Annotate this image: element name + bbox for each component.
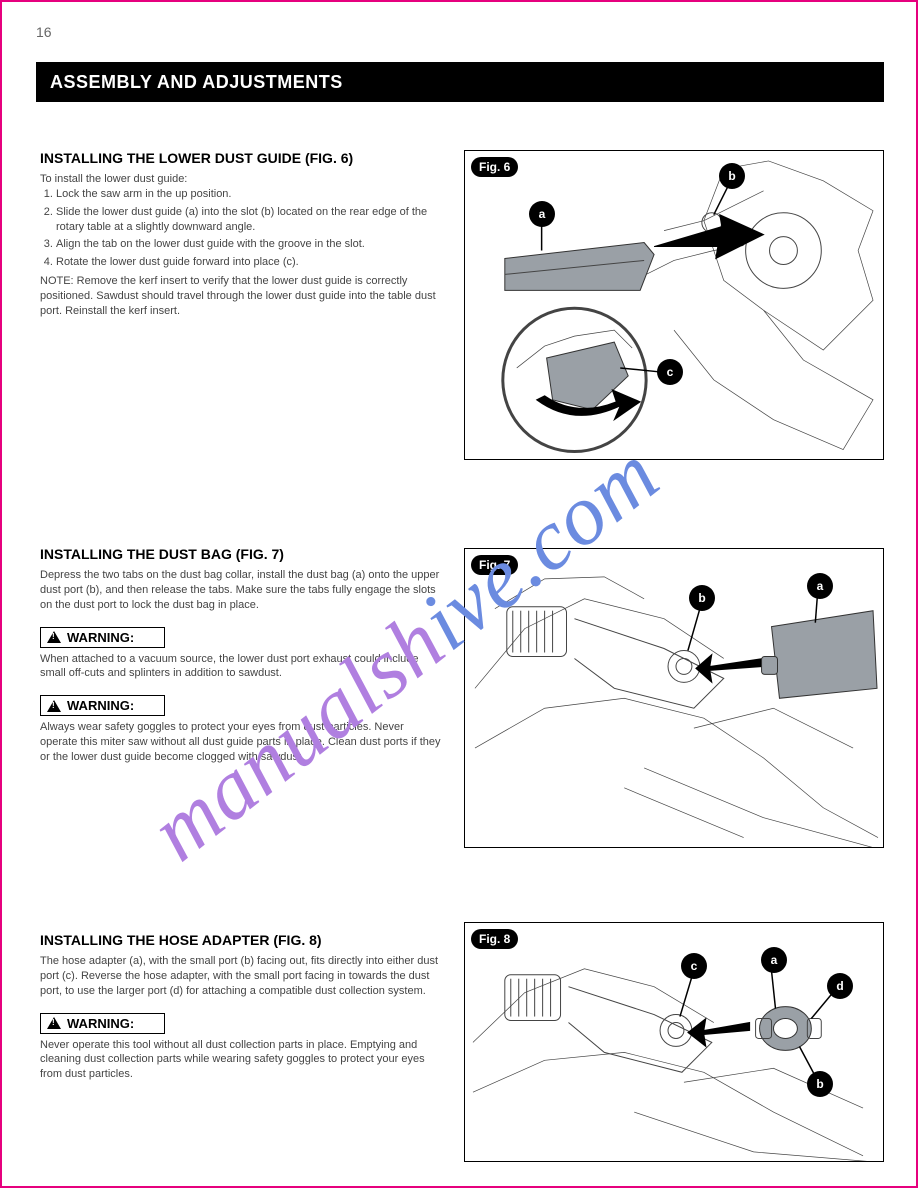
section-hose-adapter: INSTALLING THE HOSE ADAPTER (FIG. 8) The… — [40, 932, 444, 1082]
warning-text: Never operate this tool without all dust… — [40, 1038, 444, 1083]
dust-bag-intro: Depress the two tabs on the dust bag col… — [40, 568, 444, 613]
figure-label: Fig. 6 — [471, 157, 518, 177]
callout-d: d — [827, 973, 853, 999]
manual-page: 16 ASSEMBLY AND ADJUSTMENTS INSTALLING T… — [0, 0, 918, 1188]
figure-7: Fig. 7 — [464, 548, 884, 848]
dust-guide-steps: Lock the saw arm in the up position. Sli… — [56, 187, 444, 270]
step: Slide the lower dust guide (a) into the … — [56, 205, 444, 235]
section-dust-bag: INSTALLING THE DUST BAG (FIG. 7) Depress… — [40, 546, 444, 765]
step: Rotate the lower dust guide forward into… — [56, 255, 444, 270]
figure-8: Fig. 8 — [464, 922, 884, 1162]
warning-box: WARNING: — [40, 1013, 165, 1034]
hose-adapter-title: INSTALLING THE HOSE ADAPTER (FIG. 8) — [40, 932, 444, 948]
callout-a: a — [761, 947, 787, 973]
warning-icon — [47, 631, 61, 643]
callout-c: c — [681, 953, 707, 979]
warning-icon — [47, 1017, 61, 1029]
callout-b: b — [719, 163, 745, 189]
callout-a: a — [529, 201, 555, 227]
warning-label: WARNING: — [67, 698, 134, 713]
step: Align the tab on the lower dust guide wi… — [56, 237, 444, 252]
warning-text: Always wear safety goggles to protect yo… — [40, 720, 444, 765]
page-number: 16 — [36, 24, 52, 40]
figure-6: Fig. 6 a b c — [464, 150, 884, 460]
warning-text: When attached to a vacuum source, the lo… — [40, 652, 444, 682]
figure-8-illustration — [465, 923, 883, 1162]
step: Lock the saw arm in the up position. — [56, 187, 444, 202]
figure-6-illustration — [465, 151, 883, 460]
dust-guide-title: INSTALLING THE LOWER DUST GUIDE (FIG. 6) — [40, 150, 444, 166]
hose-adapter-intro: The hose adapter (a), with the small por… — [40, 954, 444, 999]
callout-c: c — [657, 359, 683, 385]
dust-guide-note: NOTE: Remove the kerf insert to verify t… — [40, 274, 444, 319]
warning-box: WARNING: — [40, 695, 165, 716]
header-title: ASSEMBLY AND ADJUSTMENTS — [50, 72, 343, 93]
figure-label: Fig. 8 — [471, 929, 518, 949]
figure-label: Fig. 7 — [471, 555, 518, 575]
dust-guide-intro: To install the lower dust guide: — [40, 172, 444, 187]
warning-box: WARNING: — [40, 627, 165, 648]
dust-bag-title: INSTALLING THE DUST BAG (FIG. 7) — [40, 546, 444, 562]
callout-a: a — [807, 573, 833, 599]
section-dust-guide: INSTALLING THE LOWER DUST GUIDE (FIG. 6)… — [40, 150, 444, 319]
warning-label: WARNING: — [67, 1016, 134, 1031]
header-bar: ASSEMBLY AND ADJUSTMENTS — [36, 62, 884, 102]
warning-label: WARNING: — [67, 630, 134, 645]
callout-b: b — [689, 585, 715, 611]
callout-b: b — [807, 1071, 833, 1097]
warning-icon — [47, 700, 61, 712]
